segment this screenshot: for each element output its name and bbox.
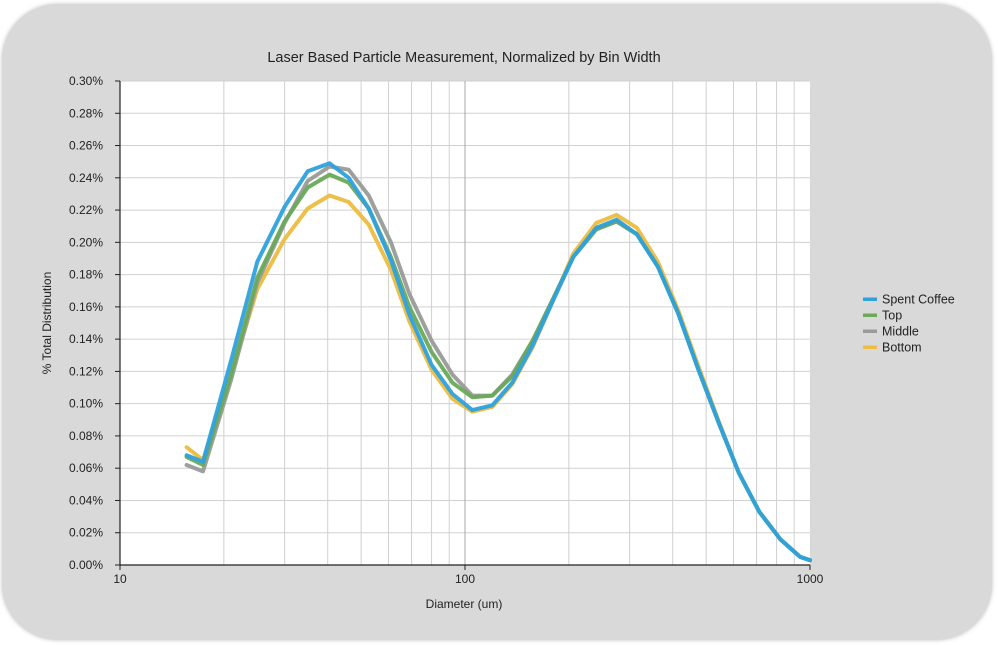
y-tick-label: 0.00% [69,558,103,572]
y-tick-label: 0.26% [69,139,103,153]
y-tick-label: 0.22% [69,203,103,217]
legend-item: Middle [863,325,919,339]
y-tick-label: 0.24% [69,171,103,185]
y-tick-label: 0.04% [69,493,103,507]
legend-swatch [863,329,877,333]
y-tick-label: 0.20% [69,235,103,249]
series-lines [184,161,812,563]
grid [119,80,810,566]
legend-item: Top [863,309,902,323]
y-tick-label: 0.10% [69,397,103,411]
y-axis-label: % Total Distribution [40,272,54,375]
y-tick-label: 0.28% [69,106,103,120]
legend-swatch [863,297,877,301]
legend-label: Top [882,309,902,323]
y-tick-label: 0.08% [69,429,103,443]
legend-label: Bottom [882,341,922,355]
series-line [184,161,812,563]
legend-label: Spent Coffee [882,293,955,307]
y-tick-label: 0.12% [69,364,103,378]
x-axis-label: Diameter (um) [426,597,503,611]
legend-label: Middle [882,325,919,339]
y-tick-label: 0.30% [69,74,103,88]
legend-swatch [863,345,877,349]
legend-item: Spent Coffee [863,293,955,307]
legend-item: Bottom [863,341,922,355]
legend-swatch [863,313,877,317]
axes: 0.00% 0.02% 0.04% 0.06% 0.08% 0.10% 0.12% 0.14%… [69,74,824,586]
legend: Spent Coffee Top Middle Bottom [863,293,955,355]
y-tick-label: 0.18% [69,268,103,282]
x-tick-label: 1000 [797,572,824,586]
y-tick-label: 0.16% [69,300,103,314]
y-tick-label: 0.02% [69,526,103,540]
x-tick-label: 100 [455,572,475,586]
y-tick-label: 0.06% [69,461,103,475]
y-tick-label: 0.14% [69,332,103,346]
chart-title: Laser Based Particle Measurement, Normal… [267,50,660,66]
x-tick-label: 10 [113,572,127,586]
